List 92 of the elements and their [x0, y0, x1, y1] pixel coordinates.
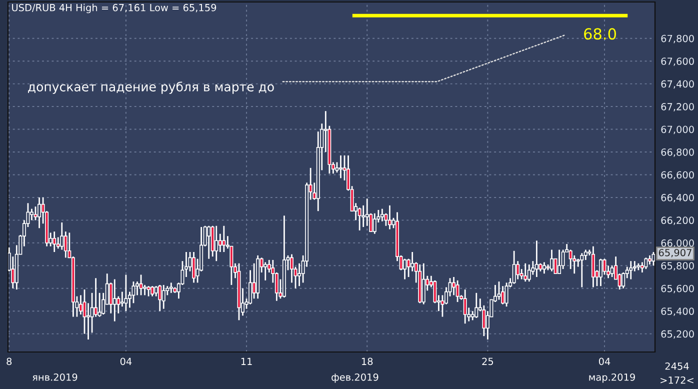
candlestick	[497, 280, 501, 300]
candlestick	[372, 212, 376, 235]
x-tick-label: 18	[362, 358, 373, 366]
candlestick	[362, 204, 366, 228]
y-tick-label: 66,000	[661, 239, 694, 248]
candlestick	[120, 291, 124, 308]
candlestick	[338, 154, 342, 179]
y-tick-label: 65,600	[661, 284, 694, 294]
candlestick	[358, 206, 362, 232]
candlestick	[591, 246, 595, 288]
y-tick-label: 65,800	[661, 262, 694, 270]
candlestick	[207, 225, 211, 260]
y-tick-label: 67,000	[661, 126, 694, 134]
y-tick-label: 67,800	[661, 34, 694, 44]
candlestick	[52, 230, 56, 253]
y-tick-label: 67,400	[661, 80, 694, 89]
y-tick-label: 67,600	[661, 58, 694, 66]
candlestick	[580, 252, 584, 288]
annotation: 68.0	[584, 28, 616, 40]
candlestick	[648, 254, 652, 266]
candlestick	[542, 262, 546, 274]
candlestick	[470, 310, 474, 321]
annotation: допускает падение рубля в марте до	[28, 82, 274, 94]
text: фев.2019	[332, 373, 378, 383]
candlestick	[252, 262, 256, 300]
candlestick	[30, 208, 34, 221]
candlestick	[222, 225, 226, 253]
candlestick	[162, 284, 166, 310]
candlestick	[504, 282, 508, 308]
x-tick-label: 25	[482, 358, 494, 366]
y-tick-label: 67,200	[661, 103, 694, 112]
candlestick	[524, 262, 528, 282]
candlestick	[169, 282, 173, 294]
candlestick	[210, 225, 214, 258]
y-tick-label: 66,200	[661, 216, 694, 226]
candlestick	[599, 258, 602, 287]
candlestick	[158, 284, 162, 312]
candlestick	[34, 206, 38, 221]
candlestick	[516, 260, 520, 280]
candlestick	[501, 285, 505, 305]
text: 2454	[665, 362, 689, 370]
x-tick-label: 8	[6, 358, 12, 366]
candlestick	[568, 249, 572, 270]
candlestick	[388, 204, 392, 230]
candlestick	[610, 264, 614, 278]
candlestick	[463, 288, 467, 324]
candlestick	[403, 258, 407, 280]
candlestick	[264, 262, 268, 282]
candlestick	[550, 249, 554, 272]
candlestick	[534, 240, 538, 278]
candlestick	[124, 274, 128, 312]
candlestick	[422, 262, 426, 305]
y-tick-label: 66,600	[661, 171, 694, 180]
x-tick-label: 04	[120, 358, 132, 366]
y-tick-label: 66,800	[661, 148, 694, 157]
text: янв.2019	[32, 373, 78, 381]
y-tick-label: 65,400	[661, 308, 694, 316]
candlestick	[139, 274, 143, 296]
candlestick	[512, 250, 516, 285]
candlestick	[154, 285, 158, 298]
candlestick	[112, 278, 116, 322]
x-tick-label: 04	[598, 358, 610, 366]
candlestick	[644, 256, 648, 270]
candlestick	[218, 233, 222, 253]
candlestick	[146, 285, 150, 298]
candlestick	[558, 249, 562, 274]
candlestick	[78, 294, 82, 316]
candlestick	[527, 264, 531, 282]
y-tick-label: 66,400	[661, 194, 694, 202]
candlestick	[456, 280, 460, 303]
candlestick	[561, 249, 565, 270]
candlestick	[380, 208, 384, 222]
candlestick	[150, 285, 154, 298]
annotation: 65,907	[658, 248, 692, 258]
candlestick	[116, 296, 120, 314]
candlestick	[640, 262, 644, 274]
y-tick-label: 65,200	[661, 330, 694, 339]
candlestick	[474, 292, 478, 319]
x-tick-label: 11	[241, 358, 252, 365]
candlestick	[629, 260, 633, 280]
candlestick	[94, 277, 98, 318]
candlestick	[192, 251, 196, 284]
candlestick	[38, 196, 42, 229]
candlestick	[86, 302, 90, 340]
candlestick	[60, 222, 64, 250]
text: мар.2019	[589, 373, 635, 383]
candlestick	[410, 251, 414, 272]
chart-title: USD/RUB 4H High = 67,161 Low = 65,159	[12, 4, 216, 14]
candlestick	[143, 284, 147, 296]
text: >172<	[660, 376, 694, 384]
candlestick	[214, 225, 218, 262]
candlestick	[132, 280, 136, 304]
